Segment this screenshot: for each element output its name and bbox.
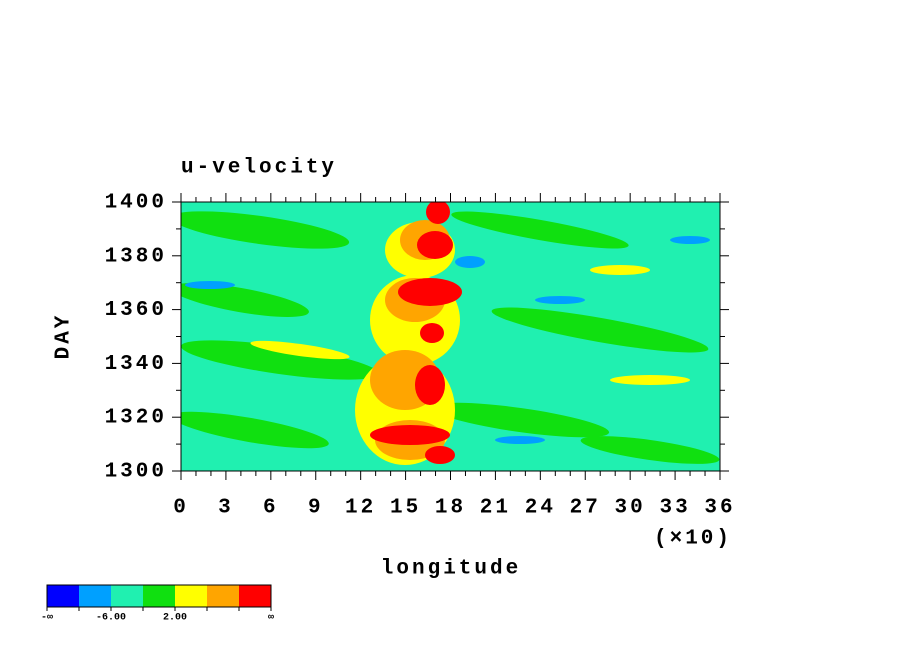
colorbar-swatch [111,585,143,607]
colorbar-swatch [207,585,239,607]
y-tick-label: 1360 [105,299,167,322]
x-tick-label: 9 [308,497,324,520]
x-tick-label: 0 [173,497,189,520]
chart-title: u-velocity [181,157,337,180]
x-scale-label: (×10) [654,528,732,551]
x-tick-label: 30 [615,497,646,520]
y-tick-label: 1320 [105,407,167,430]
colorbar-swatch [175,585,207,607]
x-tick-label: 27 [570,497,601,520]
x-tick-label: 3 [218,497,234,520]
x-tick-label: 21 [480,497,511,520]
x-tick-label: 36 [704,497,735,520]
colorbar-swatch [143,585,175,607]
y-tick-label: 1300 [105,461,167,484]
colorbar-label: 2.00 [163,613,187,624]
contour-field [181,202,720,471]
x-tick-label: 18 [435,497,466,520]
colorbar-label: -∞ [41,613,53,624]
colorbar-frame [46,584,272,608]
y-tick-label: 1380 [105,245,167,268]
colorbar-label: -6.00 [96,613,126,624]
x-axis-label: longitude [381,558,521,581]
x-tick-label: 15 [390,497,421,520]
colorbar-swatch [239,585,271,607]
y-tick-label: 1340 [105,353,167,376]
y-tick-label: 1400 [105,192,167,215]
colorbar-label: ∞ [268,613,274,624]
x-tick-label: 33 [659,497,690,520]
colorbar-swatch [79,585,111,607]
x-tick-label: 12 [345,497,376,520]
colorbar-swatch [47,585,79,607]
x-tick-label: 24 [525,497,556,520]
x-tick-label: 6 [263,497,279,520]
y-axis-label: DAY [53,313,76,360]
